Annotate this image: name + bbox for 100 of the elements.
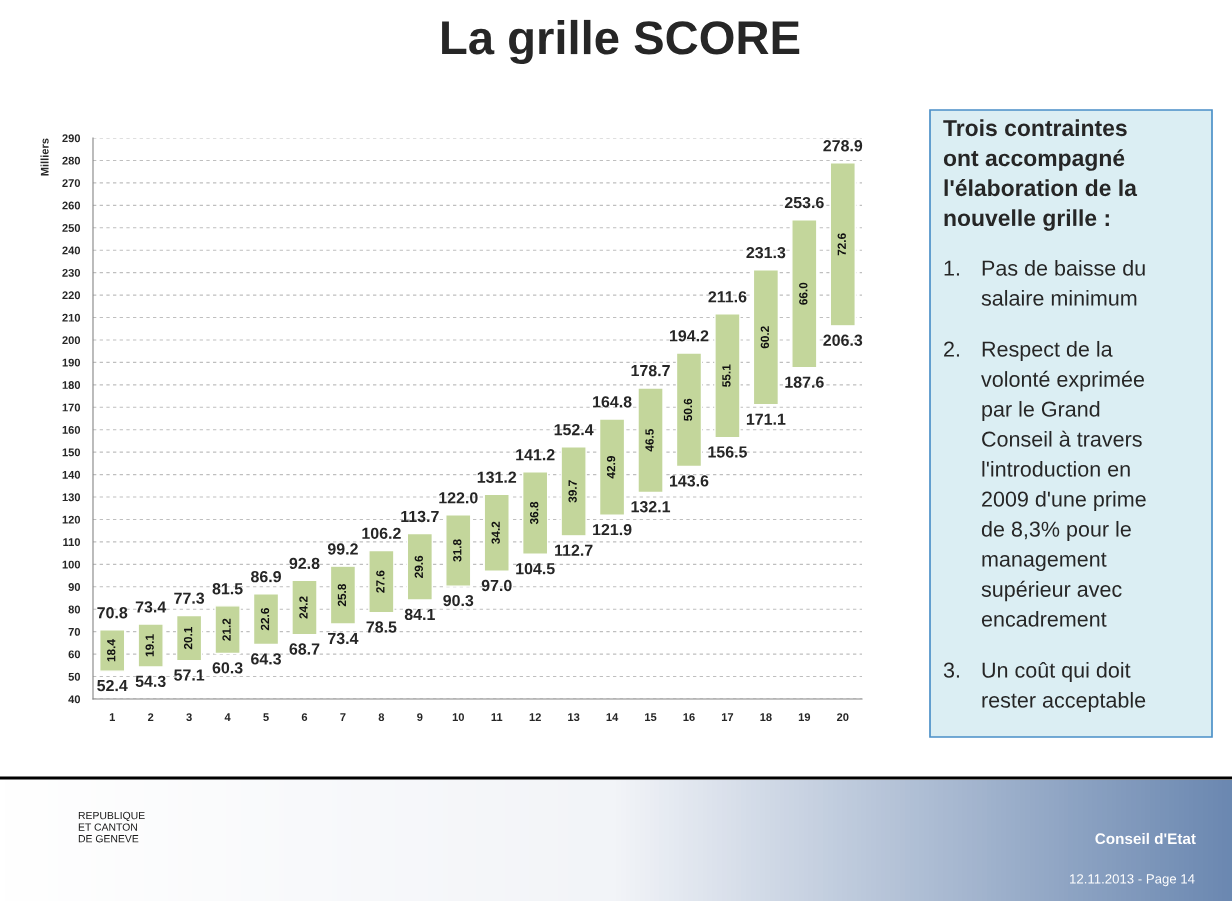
bar — [791, 218, 818, 369]
x-tick-label: 14 — [606, 713, 619, 721]
x-tick-label: 15 — [645, 713, 657, 722]
data-label: 55.1 — [722, 364, 731, 387]
bar — [560, 446, 587, 537]
text: Trois contraintes ont accompagné l'élaboration de la nouvelle grille : — [943, 119, 1138, 231]
annotation: 152.4 — [554, 423, 594, 436]
bar — [445, 514, 472, 587]
data-label: 21.2 — [222, 618, 231, 641]
annotation: 253.6 — [784, 196, 824, 209]
annotation: 164.8 — [593, 396, 632, 408]
annotation: 206.3 — [823, 334, 863, 346]
x-tick-label: 19 — [798, 713, 811, 722]
y-tick-label: 90 — [68, 583, 81, 591]
data-label: 42.9 — [606, 456, 616, 479]
y-tick-label: 70 — [68, 627, 81, 636]
x-tick-label: 18 — [760, 713, 772, 722]
y-tick-label: 160 — [62, 425, 81, 434]
text: 1. Pas de baisse du salaire minimum — [944, 259, 1145, 306]
bar — [329, 565, 357, 625]
annotation: 52.4 — [97, 679, 128, 692]
annotation: 73.4 — [135, 601, 167, 613]
data-label: 31.8 — [453, 539, 462, 562]
annotation: 92.8 — [289, 557, 320, 570]
annotation: 211.6 — [708, 291, 747, 303]
x-tick-label: 17 — [721, 713, 734, 721]
annotation: 113.7 — [401, 510, 439, 523]
annotation: 104.5 — [516, 563, 555, 575]
data-label: 46.5 — [645, 428, 654, 452]
y-tick-label: 40 — [68, 695, 81, 704]
annotation: 81.5 — [212, 583, 243, 595]
y-tick-label: 140 — [62, 470, 81, 479]
annotation: 70.8 — [97, 607, 128, 619]
data-label: 19.1 — [145, 634, 154, 657]
data-label: 34.2 — [491, 521, 500, 544]
annotation: 141.2 — [516, 449, 555, 461]
y-tick-label: 130 — [62, 493, 81, 502]
annotation: 90.3 — [443, 594, 474, 607]
y-tick-label: 200 — [62, 336, 81, 345]
annotation: 131.2 — [477, 471, 517, 483]
x-tick-label: 3 — [186, 713, 192, 722]
bar — [368, 549, 395, 614]
data-label: 60.2 — [760, 326, 770, 349]
annotation: 86.9 — [250, 570, 281, 583]
x-tick-label: 5 — [263, 713, 269, 722]
y-tick-label: 50 — [68, 672, 81, 681]
annotation: 194.2 — [670, 330, 709, 342]
y-tick-label: 290 — [62, 134, 81, 143]
y-tick-label: 120 — [62, 515, 81, 524]
x-tick-label: 1 — [109, 713, 116, 721]
annotation: 64.3 — [251, 653, 281, 665]
data-label: 39.7 — [568, 480, 577, 503]
annotation: 78.5 — [366, 621, 397, 633]
data-label: 29.6 — [414, 555, 423, 578]
annotation: 156.5 — [708, 446, 747, 458]
y-tick-label: 240 — [62, 246, 81, 255]
x-tick-label: 16 — [683, 713, 695, 722]
y-tick-label: 220 — [62, 291, 81, 300]
text: 2. Respect de la volonté exprimée par le Grand Conseil à travers l'introduction en 2009 d'une prime de 8,3% pour le management supérieur avec encadrement — [944, 340, 1146, 627]
data-label: 66.0 — [799, 282, 808, 305]
y-tick-label: 110 — [63, 538, 81, 547]
annotation: 278.9 — [823, 140, 863, 152]
data-label: 36.8 — [529, 501, 539, 525]
bar — [214, 605, 241, 655]
x-tick-label: 13 — [568, 713, 580, 722]
annotation: 57.1 — [174, 669, 205, 681]
y-axis-title: Milliers — [40, 138, 49, 176]
y-tick-label: 150 — [62, 448, 81, 457]
bar — [99, 629, 126, 672]
text: 3. Un coût qui doit rester acceptable — [943, 661, 1146, 713]
y-tick-label: 80 — [68, 605, 81, 614]
annotation: 121.9 — [593, 523, 632, 536]
annotation: 187.6 — [785, 376, 824, 388]
text: REPUBLIQUE ET CANTON DE GENEVE — [78, 811, 145, 843]
bar — [521, 470, 549, 555]
x-tick-label: 11 — [491, 713, 503, 721]
data-label: 24.2 — [299, 596, 308, 619]
bar — [252, 593, 280, 646]
x-tick-label: 8 — [378, 713, 385, 722]
data-label: 22.6 — [260, 608, 270, 631]
annotation: 143.6 — [670, 475, 709, 487]
chart-title: La grille SCORE — [442, 19, 800, 65]
x-tick-label: 12 — [529, 713, 541, 721]
x-tick-label: 6 — [301, 713, 308, 722]
y-tick-label: 260 — [62, 201, 81, 210]
bar — [675, 352, 703, 468]
bar — [714, 313, 741, 439]
annotation: 231.3 — [746, 246, 786, 259]
annotation: 73.4 — [328, 632, 359, 645]
annotation: 106.2 — [362, 527, 401, 539]
annotation: 97.0 — [481, 579, 512, 592]
y-tick-label: 280 — [62, 156, 81, 165]
annotation: 99.2 — [327, 543, 358, 555]
bar — [483, 493, 510, 572]
bar — [406, 532, 434, 601]
bar — [137, 623, 164, 668]
bar — [829, 162, 856, 327]
y-tick-label: 270 — [62, 179, 81, 188]
y-tick-label: 190 — [62, 358, 81, 367]
data-label: 27.6 — [376, 570, 385, 593]
